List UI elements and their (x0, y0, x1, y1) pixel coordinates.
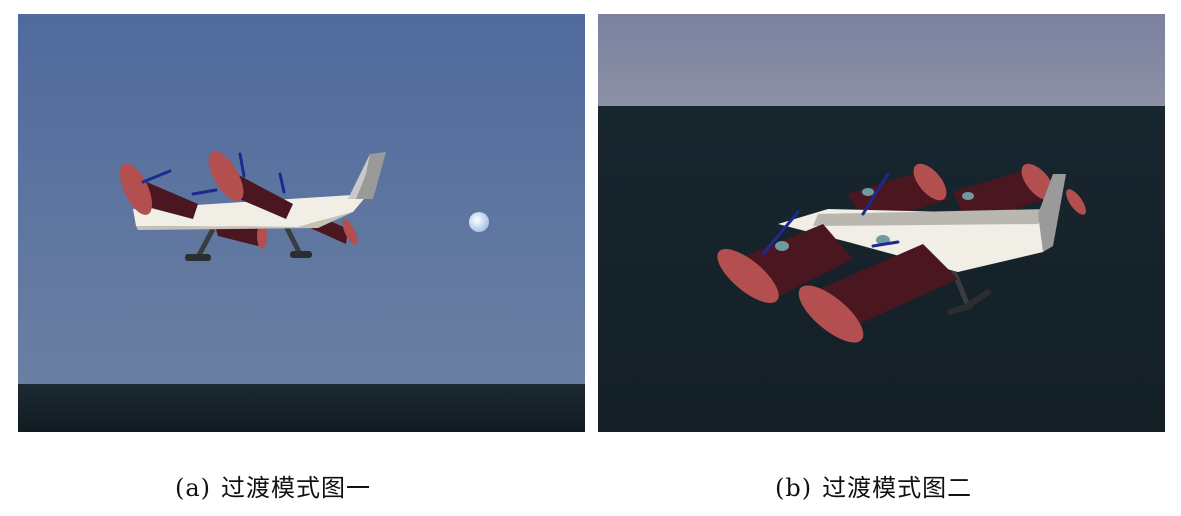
sea (18, 384, 585, 432)
caption-a-tag: (a) (175, 474, 212, 502)
landing-gear (185, 224, 312, 261)
caption-b-tag: (b) (775, 474, 813, 502)
fuselage (778, 174, 1086, 272)
landing-gear (947, 268, 991, 315)
sky (598, 14, 1165, 106)
light-orb (469, 212, 489, 232)
caption-b-text: 过渡模式图二 (822, 474, 973, 502)
caption-b: (b) 过渡模式图二 (775, 468, 972, 503)
panel-b-render (598, 14, 1165, 432)
aircraft-render-a (18, 14, 585, 432)
front-nacelles (119, 151, 293, 219)
front-nacelles (717, 224, 958, 343)
panel-a-render (18, 14, 585, 432)
propeller-blades (761, 172, 900, 256)
caption-a: (a) 过渡模式图一 (175, 468, 371, 503)
propeller-blades (141, 152, 286, 196)
fuselage (133, 152, 386, 230)
aircraft-render-b (598, 14, 1165, 432)
caption-a-text: 过渡模式图一 (221, 474, 372, 502)
